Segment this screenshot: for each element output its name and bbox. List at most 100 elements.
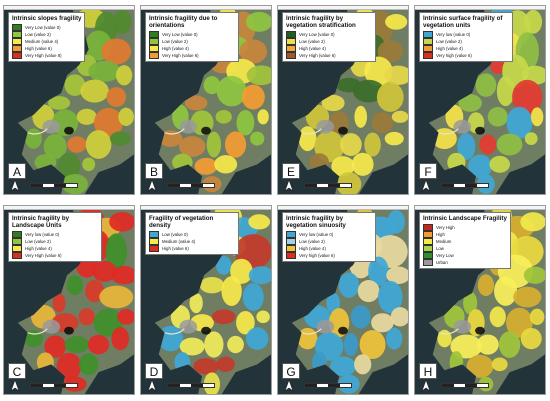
fragility-patch [354, 354, 372, 375]
legend-label: Very High (value 8) [25, 53, 62, 58]
legend-swatch [12, 252, 22, 259]
coordinate-ticks [278, 206, 408, 210]
legend-label: High (value 4) [25, 246, 52, 251]
legend-item: High (value 6) [12, 45, 81, 52]
map-panel-d: Fragility of vegetation density Low (val… [140, 205, 272, 395]
fragility-patch [512, 79, 543, 115]
legend-item: Very High (value 6) [149, 52, 235, 59]
fragility-patch [52, 293, 66, 313]
fragility-patch [523, 266, 545, 284]
fragility-patch [215, 110, 232, 124]
legend-swatch [286, 245, 296, 252]
map-legend: Intrinsic Landscape Fragility Very High … [419, 212, 511, 269]
fragility-patch [99, 285, 134, 309]
fragility-patch [377, 40, 404, 63]
urban-area [179, 119, 198, 134]
fragility-patch [85, 130, 112, 159]
map-panel-a: Intrinsic slopes fragility Very Low (val… [3, 5, 135, 195]
lagoon [475, 326, 485, 335]
legend-swatch [423, 238, 433, 245]
fragility-patch [242, 283, 264, 311]
fragility-patch [329, 356, 357, 377]
fragility-patch [246, 65, 271, 86]
fragility-patch [64, 74, 86, 96]
legend-item: Low (value 2) [12, 238, 98, 245]
fragility-patch [489, 155, 510, 173]
urban-area [453, 119, 472, 134]
legend-title: Intrinsic slopes fragility [12, 15, 82, 22]
fragility-patch [117, 308, 134, 325]
legend-item: Medium (value 4) [12, 38, 81, 45]
panel-letter: C [8, 363, 26, 379]
fragility-patch [211, 309, 236, 325]
legend-label: Medium (value 4) [25, 39, 59, 44]
map-panel-f: Intrinsic surface fragility of vegetatio… [414, 5, 546, 195]
urban-area [316, 119, 335, 134]
lagoon [475, 126, 485, 135]
legend-label: Low (value 0) [162, 232, 188, 237]
fragility-patch [250, 131, 265, 146]
fragility-patch [118, 107, 134, 126]
scale-bar [167, 183, 215, 188]
legend-swatch [12, 24, 22, 31]
fragility-patches [298, 9, 408, 194]
legend-swatch [286, 31, 296, 38]
fragility-patch [76, 108, 97, 125]
map-panel-h: Intrinsic Landscape Fragility Very High … [414, 205, 546, 395]
beach-line [164, 128, 185, 135]
fragility-patch [498, 331, 521, 358]
legend-label: Low (value 2) [299, 239, 325, 244]
fragility-patch [457, 133, 476, 160]
legend-swatch [149, 38, 159, 45]
fragility-patch [80, 79, 109, 103]
fragility-patch [158, 130, 183, 147]
legend-swatch [12, 52, 22, 59]
legend-label: Low (value 2) [299, 39, 325, 44]
fragility-patch [466, 354, 494, 378]
fragility-patch [44, 335, 66, 358]
legend-item: High [423, 231, 507, 238]
fragility-patch [467, 154, 493, 179]
fragility-patch [385, 14, 408, 30]
legend-item: Very Low (value 0) [12, 24, 81, 31]
fragility-patch [101, 38, 132, 65]
fragility-patch [66, 275, 84, 296]
legend-label: Low [436, 246, 444, 251]
map-area [4, 206, 134, 394]
fragility-patch [193, 358, 219, 375]
legend-label: Very Low (value 0) [162, 32, 198, 37]
panel-letter: A [8, 163, 26, 179]
legend-label: Low (value 2) [25, 239, 51, 244]
legend-swatch [286, 252, 296, 259]
fragility-patch [78, 353, 99, 376]
fragility-patch [227, 335, 244, 354]
legend-swatch [286, 231, 296, 238]
fragility-patch [43, 133, 67, 160]
legend-item: Medium [423, 238, 507, 245]
coordinate-ticks [141, 206, 271, 210]
fragility-patch [248, 266, 271, 285]
fragility-patch [368, 256, 389, 286]
legend-label: Very low (value 0) [436, 32, 471, 37]
urban-area [42, 119, 61, 134]
legend-swatch [149, 238, 159, 245]
fragility-patch [189, 292, 203, 314]
fragility-patch [78, 308, 95, 326]
legend-swatch [12, 231, 22, 238]
coordinate-ticks [415, 206, 545, 210]
legend-label: Very High (value 6) [162, 53, 199, 58]
fragility-patch [351, 152, 374, 176]
legend-swatch [12, 238, 22, 245]
fragility-patch [350, 305, 371, 329]
fragility-patch [109, 212, 134, 232]
legend-label: Low (value 2) [25, 32, 51, 37]
fragility-patch [64, 336, 90, 353]
fragility-patch [458, 94, 482, 112]
legend-item: Low (value 2) [286, 238, 372, 245]
fragility-patch [224, 131, 247, 158]
legend-swatch [423, 38, 433, 45]
legend-title: Intrinsic Landscape Fragility [423, 215, 507, 222]
fragility-patch [178, 136, 206, 157]
fragility-patch [338, 272, 360, 298]
fragility-patch [297, 327, 318, 350]
